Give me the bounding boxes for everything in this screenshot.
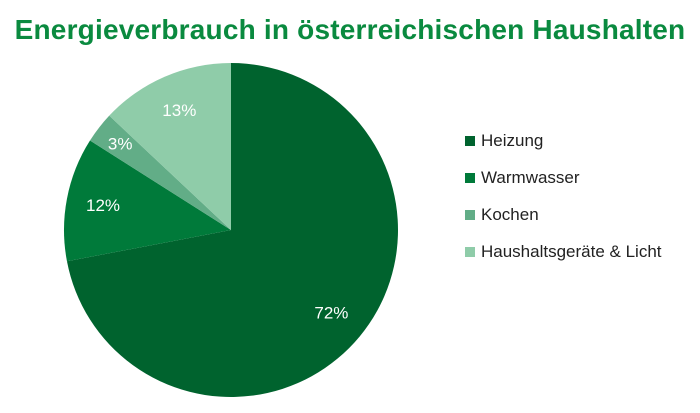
pie-slice-label: 3% [108, 135, 133, 154]
pie-slice-label: 13% [162, 101, 196, 120]
legend-swatch [465, 247, 475, 257]
pie-slice-heizung [66, 62, 399, 398]
legend-swatch [465, 173, 475, 183]
legend-swatch [465, 210, 475, 220]
legend-label: Haushaltsgeräte & Licht [481, 242, 662, 261]
legend-label: Warmwasser [481, 168, 580, 187]
legend-item: Heizung [465, 130, 695, 152]
legend-item: Kochen [465, 204, 695, 226]
legend-label: Kochen [481, 205, 539, 224]
legend-label: Heizung [481, 131, 544, 150]
pie-slice-label: 72% [314, 304, 348, 323]
pie-slice-haushaltsger-te-licht [109, 63, 231, 230]
pie-slices [64, 62, 399, 398]
pie-slice-kochen [90, 115, 231, 230]
legend-swatch [465, 136, 475, 146]
legend-item: Haushaltsgeräte & Licht [465, 241, 695, 263]
legend-item: Warmwasser [465, 167, 695, 189]
pie-slice-label: 12% [86, 196, 120, 215]
pie-labels: 72% 12% 3% 13% [86, 101, 348, 323]
legend: Heizung Warmwasser Kochen Haushaltsgeräte &… [465, 130, 695, 278]
pie-slice-warmwasser [64, 140, 232, 262]
chart-title: Energieverbrauch in österreichischen Hau… [14, 14, 686, 45]
